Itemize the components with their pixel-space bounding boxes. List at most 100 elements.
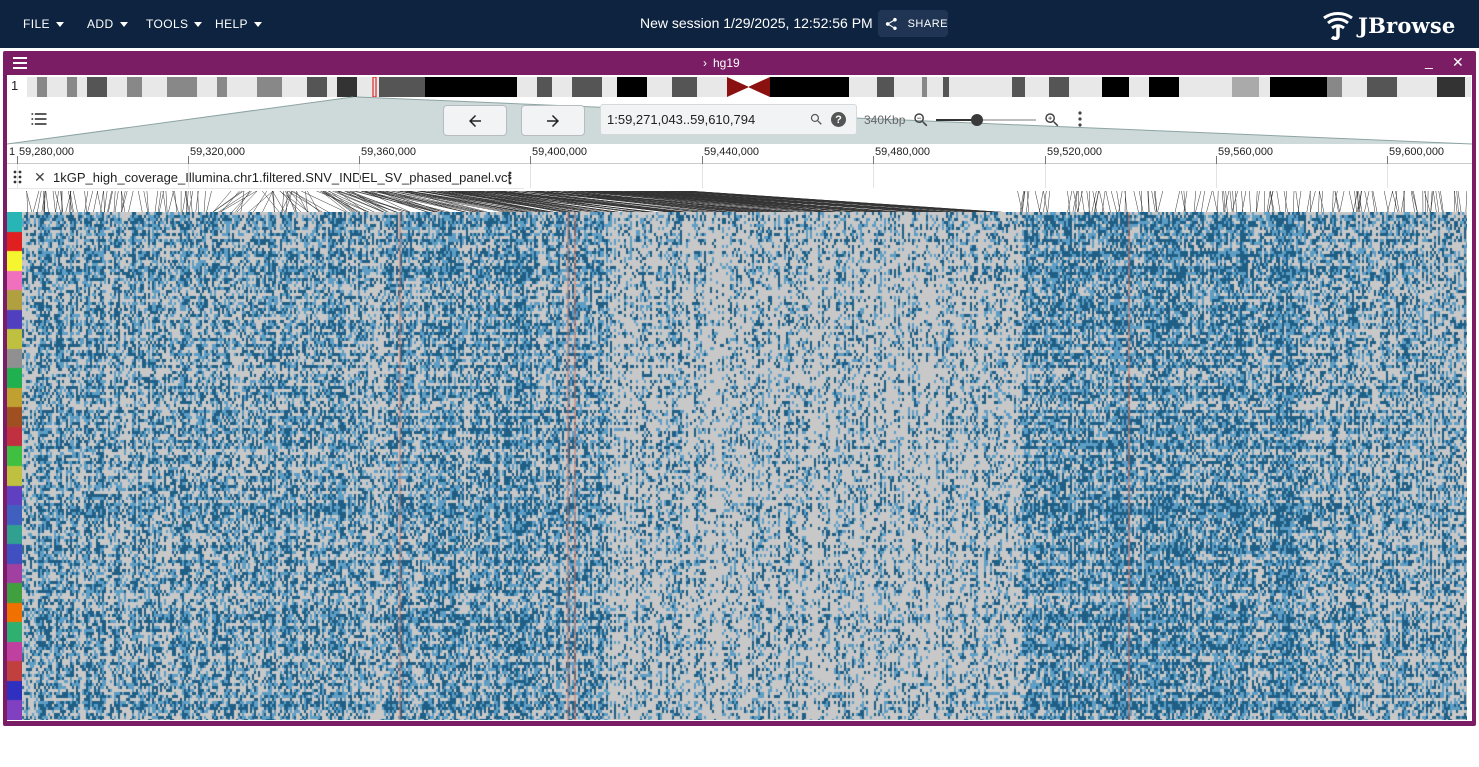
variant-connector bbox=[575, 191, 822, 213]
help-menu-label: HELP bbox=[215, 17, 248, 31]
variant-connector bbox=[307, 191, 320, 213]
zoom-out-icon[interactable] bbox=[912, 111, 930, 129]
variant-connector bbox=[1017, 191, 1023, 213]
variant-connector bbox=[300, 191, 348, 213]
variant-connector bbox=[26, 191, 33, 213]
zoom-in-icon[interactable] bbox=[1043, 111, 1061, 129]
share-label: SHARE bbox=[907, 17, 948, 30]
coordinate-ruler[interactable]: 1 59,280,000 59,320,000 59,360,000 59,400,0… bbox=[7, 144, 1472, 164]
cytoband bbox=[1012, 77, 1025, 97]
variant-connector bbox=[1183, 191, 1186, 213]
variant-connector bbox=[284, 191, 293, 213]
zoom-slider-thumb[interactable] bbox=[971, 114, 983, 126]
variant-connector bbox=[1363, 191, 1370, 213]
cytoband bbox=[197, 77, 217, 97]
ruler-chromosome-label: 1 bbox=[9, 146, 16, 158]
drag-handle-icon[interactable] bbox=[13, 170, 23, 184]
variant-connector bbox=[1433, 191, 1437, 213]
variant-connector bbox=[1266, 191, 1271, 213]
cytoband bbox=[517, 77, 537, 97]
cytoband bbox=[922, 77, 927, 97]
track-selector-icon[interactable] bbox=[29, 109, 49, 129]
variant-connector bbox=[420, 191, 537, 213]
locus-input[interactable] bbox=[607, 112, 797, 127]
search-icon[interactable] bbox=[809, 112, 824, 127]
variant-connector bbox=[1318, 191, 1320, 213]
cytoband bbox=[1102, 77, 1129, 97]
variant-connector bbox=[1091, 191, 1097, 213]
variant-connector bbox=[1067, 191, 1071, 213]
variant-connector bbox=[524, 191, 704, 213]
cytoband bbox=[1129, 77, 1149, 97]
track-menu-icon[interactable] bbox=[507, 171, 513, 185]
file-menu-button[interactable]: FILE bbox=[23, 0, 64, 48]
variant-connector bbox=[273, 191, 275, 213]
tools-menu-button[interactable]: TOOLS bbox=[146, 0, 203, 48]
cytoband bbox=[217, 77, 227, 97]
caret-down-icon bbox=[253, 21, 262, 27]
help-menu-button[interactable]: HELP bbox=[215, 0, 262, 48]
variant-connector bbox=[1354, 191, 1357, 213]
variant-connector bbox=[1019, 191, 1024, 213]
ruler-tick-label: 59,600,000 bbox=[1389, 146, 1445, 158]
variant-connector bbox=[252, 191, 268, 213]
variant-connector bbox=[440, 191, 598, 213]
close-track-icon[interactable]: ✕ bbox=[34, 169, 46, 185]
chromosome-ideogram[interactable] bbox=[27, 77, 1471, 97]
genotype-matrix[interactable] bbox=[7, 212, 1467, 720]
variant-connector bbox=[1138, 191, 1144, 213]
grid-line bbox=[1045, 164, 1046, 188]
variant-connector bbox=[1026, 191, 1030, 213]
tools-menu-label: TOOLS bbox=[146, 17, 189, 31]
variant-connector bbox=[1212, 191, 1218, 213]
cytoband bbox=[142, 77, 167, 97]
track-label: ✕ 1kGP_high_coverage_Illumina.chr1.filte… bbox=[8, 165, 524, 189]
variant-connector bbox=[1297, 191, 1302, 213]
variant-connector bbox=[481, 191, 678, 213]
view-menu-icon[interactable] bbox=[13, 57, 27, 69]
variant-connector bbox=[41, 191, 46, 213]
cytoband bbox=[943, 77, 949, 97]
add-menu-button[interactable]: ADD bbox=[87, 0, 128, 48]
variant-connector bbox=[513, 191, 692, 213]
variant-connector bbox=[36, 191, 42, 213]
variant-connector bbox=[190, 191, 193, 213]
variant-connector bbox=[167, 191, 174, 213]
variant-connector bbox=[376, 191, 438, 213]
close-view-button[interactable]: ✕ bbox=[1452, 54, 1464, 70]
session-title[interactable]: New session 1/29/2025, 12:52:56 PM bbox=[640, 15, 873, 31]
variant-connector bbox=[272, 191, 286, 213]
variant-connector bbox=[373, 191, 479, 213]
scroll-right-button[interactable] bbox=[521, 105, 585, 136]
variant-connector-lines bbox=[26, 191, 1467, 213]
assembly-name[interactable]: › hg19 bbox=[703, 56, 740, 70]
locus-search-box[interactable]: ? bbox=[600, 104, 857, 135]
ruler-tick-label: 59,280,000 bbox=[19, 146, 75, 158]
variant-connector bbox=[1438, 191, 1443, 213]
variant-connector bbox=[547, 191, 791, 213]
variant-connector bbox=[665, 191, 1014, 213]
variant-connector bbox=[563, 191, 792, 213]
variant-connector bbox=[1457, 191, 1462, 213]
zoom-slider[interactable] bbox=[936, 114, 1036, 126]
help-icon[interactable]: ? bbox=[831, 112, 846, 127]
cytoband bbox=[282, 77, 307, 97]
arrow-left-icon bbox=[469, 114, 481, 127]
variant-connector bbox=[279, 191, 303, 213]
cytoband bbox=[849, 77, 877, 97]
cytoband bbox=[537, 77, 552, 97]
variant-connector bbox=[1270, 191, 1275, 213]
minimize-button[interactable]: _ bbox=[1425, 53, 1433, 69]
variant-connector bbox=[1105, 191, 1111, 213]
variant-connector bbox=[1151, 191, 1156, 213]
variant-connector bbox=[261, 191, 274, 213]
variant-connector bbox=[623, 191, 914, 213]
more-vert-icon[interactable] bbox=[1077, 111, 1083, 127]
scroll-left-button[interactable] bbox=[443, 105, 507, 136]
variant-connector bbox=[689, 191, 1014, 213]
cytoband bbox=[1149, 77, 1179, 97]
variant-connector bbox=[1153, 191, 1158, 213]
cytoband bbox=[167, 77, 197, 97]
share-button[interactable]: SHARE bbox=[878, 10, 948, 37]
cytoband bbox=[572, 77, 602, 97]
